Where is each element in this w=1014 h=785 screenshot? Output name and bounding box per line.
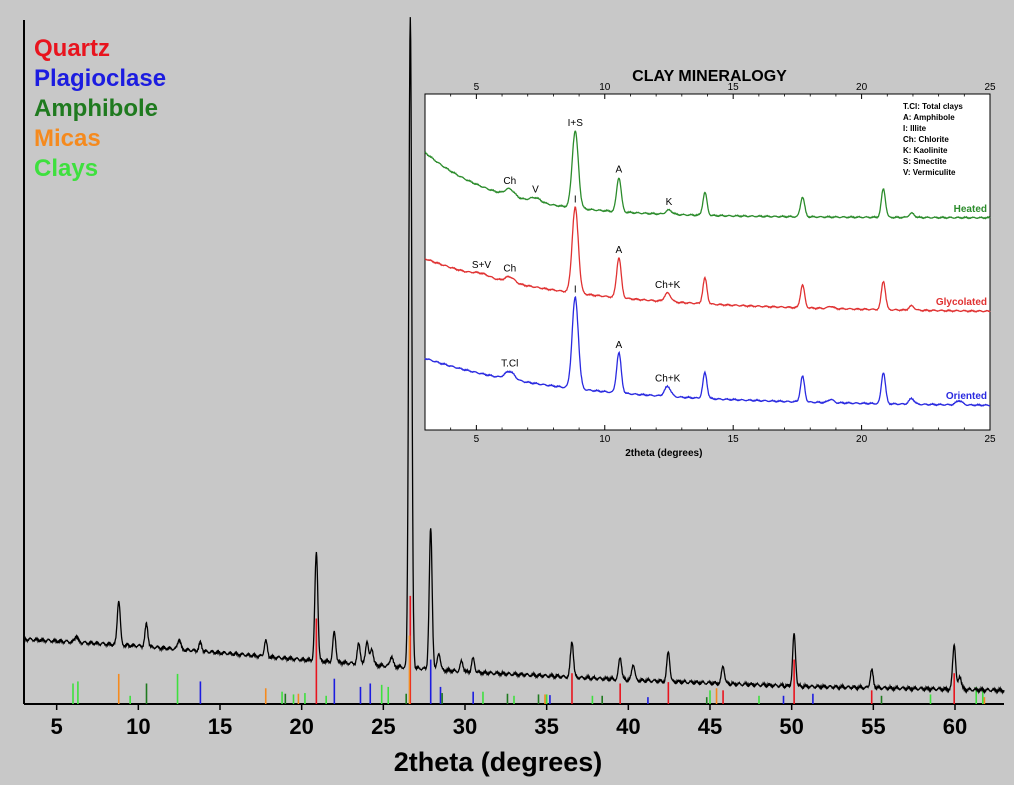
- legend-item-quartz: Quartz: [34, 35, 110, 62]
- peak-label: S+V: [472, 260, 492, 271]
- x-tick-label: 25: [371, 714, 395, 739]
- peak-label: Ch+K: [655, 280, 681, 291]
- inset-top-tick-label: 15: [728, 82, 740, 93]
- peak-label: I: [574, 285, 577, 296]
- trace-label-heated: Heated: [954, 204, 987, 215]
- peak-label: A: [616, 165, 623, 176]
- inset-top-tick-label: 10: [599, 82, 611, 93]
- x-tick-label: 10: [126, 714, 150, 739]
- x-tick-label: 30: [453, 714, 477, 739]
- xrd-pattern: [23, 17, 1005, 695]
- x-tick-label: 50: [779, 714, 803, 739]
- peak-label: I+S: [568, 118, 584, 129]
- key-item: Ch: Chlorite: [903, 135, 949, 144]
- key-item: T.Cl: Total clays: [903, 102, 963, 111]
- key-item: K: Kaolinite: [903, 146, 948, 155]
- x-tick-label: 20: [289, 714, 313, 739]
- key-item: I: Illite: [903, 124, 927, 133]
- sticks-micas: [117, 635, 986, 704]
- x-tick-label: 40: [616, 714, 640, 739]
- peak-label: Ch: [503, 176, 516, 187]
- inset-bottom-tick-label: 5: [474, 434, 480, 445]
- inset-bottom-tick-label: 10: [599, 434, 611, 445]
- x-tick-label: 55: [861, 714, 885, 739]
- x-axis-title: 2theta (degrees): [394, 747, 603, 777]
- inset-trace-heated: [424, 130, 991, 220]
- sticks-quartz: [315, 595, 955, 704]
- key-item: A: Amphibole: [903, 113, 955, 122]
- peak-label: A: [616, 245, 623, 256]
- inset-frame: [424, 93, 991, 431]
- legend-item-amphibole: Amphibole: [34, 95, 158, 122]
- inset-bottom-tick-label: 15: [728, 434, 740, 445]
- inset-bottom-tick-label: 20: [856, 434, 868, 445]
- inset-plot: CLAY MINERALOGY 5 5 10 10 15 15 20 20 25 25 2theta …: [424, 68, 996, 459]
- x-tick-label: 60: [943, 714, 967, 739]
- x-tick-label: 5: [51, 714, 63, 739]
- inset-top-tick-label: 20: [856, 82, 868, 93]
- x-tick-label: 35: [534, 714, 558, 739]
- inset-trace-oriented: [424, 295, 991, 407]
- inset-title: CLAY MINERALOGY: [632, 68, 787, 85]
- key-item: S: Smectite: [903, 157, 947, 166]
- legend: Quartz Plagioclase Amphibole Micas Clays: [34, 35, 166, 182]
- peak-label: Ch+K: [655, 373, 681, 384]
- peak-label: K: [666, 197, 673, 208]
- trace-label-oriented: Oriented: [946, 391, 987, 402]
- legend-item-micas: Micas: [34, 125, 101, 152]
- trace-label-glycolated: Glycolated: [936, 297, 987, 308]
- inset-trace-glycolated: [424, 206, 991, 313]
- x-tick-label: 15: [208, 714, 232, 739]
- inset-top-tick-label: 25: [984, 82, 996, 93]
- peak-label: T.Cl: [501, 358, 518, 369]
- x-tick-label: 45: [698, 714, 722, 739]
- sticks-amphibole: [145, 683, 883, 704]
- inset-x-axis-title: 2theta (degrees): [625, 448, 702, 459]
- inset-top-tick-label: 5: [474, 82, 480, 93]
- key-item: V: Vermiculite: [903, 168, 956, 177]
- peak-label: A: [616, 340, 623, 351]
- legend-item-plagioclase: Plagioclase: [34, 65, 166, 92]
- legend-item-clays: Clays: [34, 155, 98, 182]
- peak-label: I: [574, 195, 577, 206]
- inset-bottom-tick-label: 25: [984, 434, 996, 445]
- reference-sticks: [72, 595, 986, 704]
- sticks-plagioclase: [199, 659, 814, 704]
- inset-key: T.Cl: Total clays A: Amphibole I: Illite Ch…: [903, 102, 963, 177]
- sticks-clays: [72, 673, 984, 704]
- peak-label: V: [532, 185, 539, 196]
- peak-label: Ch: [503, 264, 516, 275]
